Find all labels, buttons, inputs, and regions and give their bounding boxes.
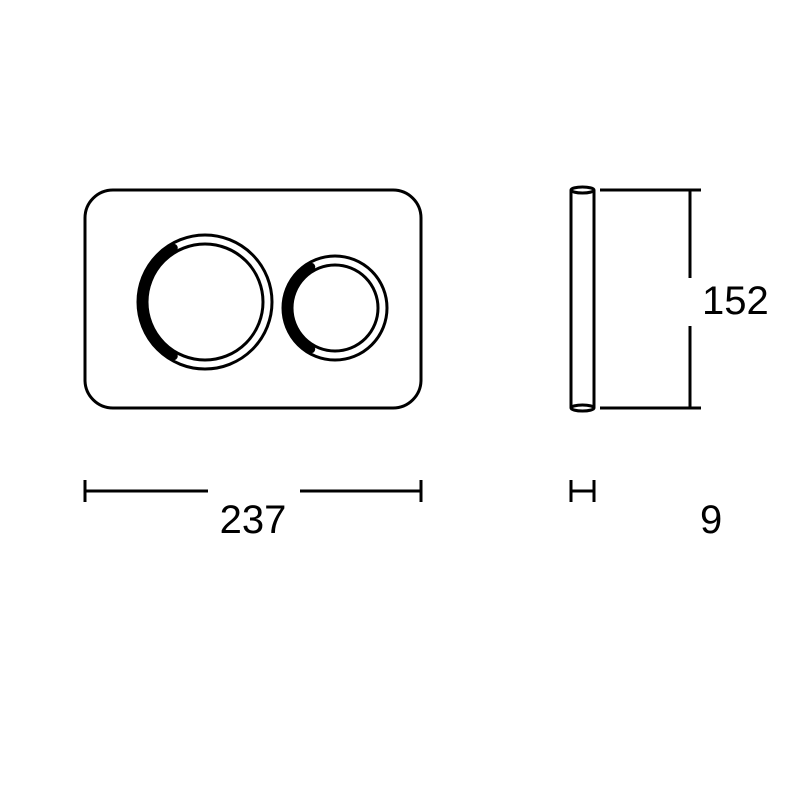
side-top-cap <box>571 187 594 193</box>
side-bottom-cap <box>571 405 594 411</box>
dim-height-value: 152 <box>702 279 769 323</box>
plate-outline <box>85 190 421 408</box>
technical-drawing: 237 152 9 <box>0 0 800 800</box>
button-small-inner <box>292 265 378 351</box>
front-view <box>85 190 421 408</box>
button-large-inner <box>147 244 263 360</box>
dim-width-value: 237 <box>220 498 287 542</box>
side-view <box>571 187 594 411</box>
dim-depth-value: 9 <box>700 498 722 542</box>
